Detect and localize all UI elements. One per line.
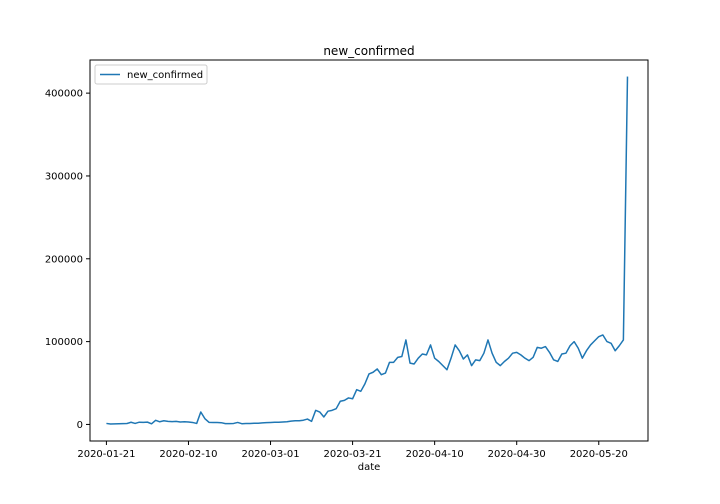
plot-area [90,60,648,441]
x-tick-label: 2020-04-10 [406,449,464,460]
legend-box [94,64,208,85]
y-tick-label: 400000 [45,89,83,100]
y-tick-label: 300000 [45,171,83,182]
y-tick-label: 0 [77,420,83,431]
x-tick-label: 2020-03-01 [241,449,299,460]
y-tick-label: 100000 [45,337,83,348]
legend: new_confirmed [94,64,208,85]
x-tick-label: 2020-03-21 [324,449,382,460]
y-tick-label: 200000 [45,254,83,265]
legend-label-new-confirmed: new_confirmed [127,70,203,81]
x-tick-label: 2020-01-21 [77,449,135,460]
chart-title: new_confirmed [323,44,414,58]
plot-frame [89,59,649,442]
x-tick-label: 2020-02-10 [159,449,217,460]
x-tick-label: 2020-04-30 [488,449,546,460]
series-line-new-confirmed [106,76,629,425]
axis-ticks: 2020-01-21 2020-02-10 2020-03-01 2020-03-21… [45,89,628,460]
x-tick-label: 2020-05-20 [570,449,628,460]
x-axis-label: date [358,462,381,473]
